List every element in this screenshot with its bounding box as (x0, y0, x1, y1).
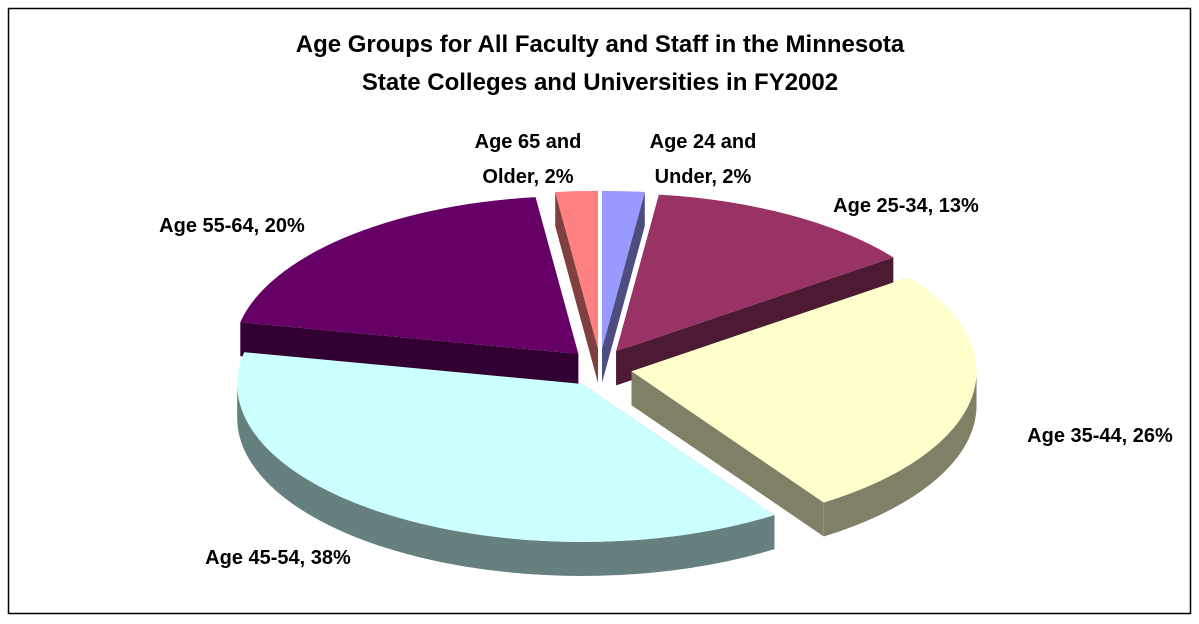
data-label: Age 35-44, 26% (1027, 425, 1173, 447)
data-label: Age 25-34, 13% (833, 195, 979, 217)
slice-side (555, 192, 599, 383)
label-line: Age 65 and (475, 131, 582, 153)
slice (555, 190, 599, 349)
slice (237, 352, 775, 542)
slice (631, 277, 977, 503)
label-line: Age 24 and (650, 131, 757, 153)
chart-title: State Colleges and Universities in FY200… (362, 69, 838, 96)
label-line: Older, 2% (482, 166, 573, 188)
slice (240, 197, 579, 354)
data-label: Age 65 and Older, 2% (475, 131, 582, 188)
chart-title: Age Groups for All Faculty and Staff in … (296, 31, 905, 58)
slice (601, 190, 645, 349)
slice-side (601, 192, 645, 383)
slice-wall (237, 383, 775, 576)
slice (616, 194, 894, 352)
data-label: Age 55-64, 20% (159, 215, 305, 237)
slice-side (631, 371, 824, 537)
data-label: Age 24 and Under, 2% (650, 131, 757, 188)
label-line: Under, 2% (655, 166, 752, 188)
slice-side (240, 322, 579, 388)
slice-wall (823, 371, 977, 537)
data-label: Age 45-54, 38% (205, 547, 351, 569)
